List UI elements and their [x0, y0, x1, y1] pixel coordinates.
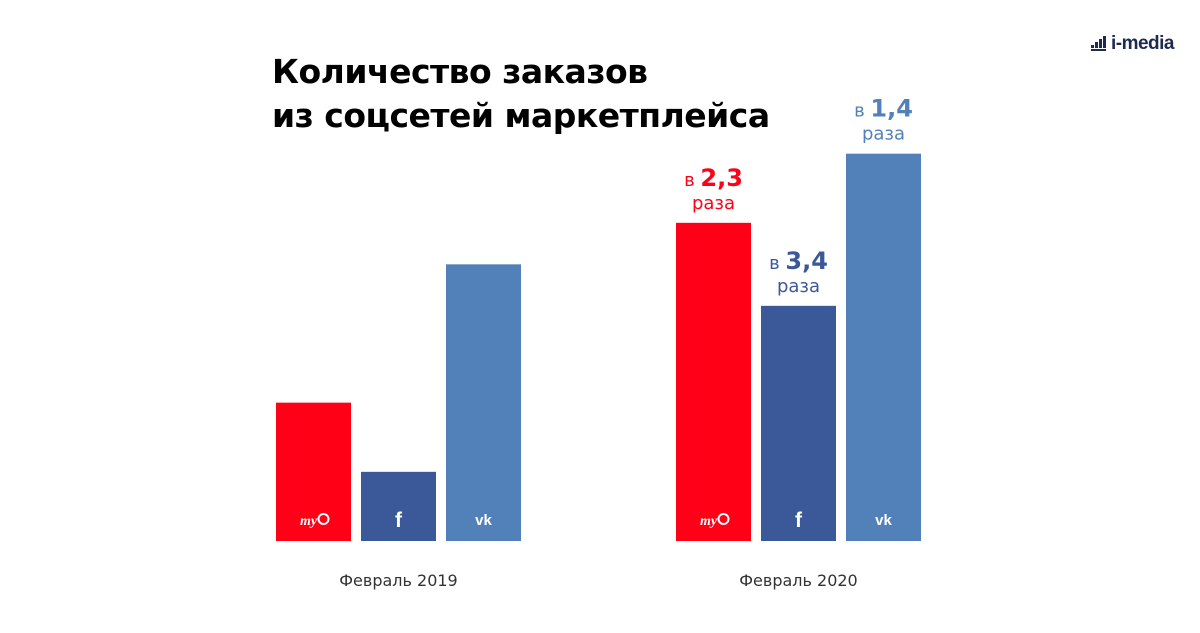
mymail-ring	[317, 513, 330, 525]
mymail-glyph: my	[300, 514, 318, 529]
facebook-icon: f	[795, 509, 803, 532]
bar-facebook-0	[361, 471, 436, 541]
annotation-multiplier: 1,4	[870, 95, 913, 123]
vk-glyph: vk	[475, 512, 492, 529]
title-line-2: из соцсетей маркетплейса	[272, 96, 770, 135]
mymail-icon: my	[300, 513, 330, 529]
facebook-glyph: f	[395, 509, 403, 532]
mymail-glyph: my	[700, 514, 718, 529]
mymail-icon: my	[700, 513, 730, 529]
category-label: Февраль 2020	[739, 571, 857, 590]
chart-title: Количество заказов из соцсетей маркетпле…	[272, 50, 770, 138]
bar-mymail-1	[676, 222, 751, 542]
bar-vk-0	[446, 264, 521, 541]
vk-glyph: vk	[875, 512, 892, 529]
bar-vk-1	[846, 153, 921, 541]
vk-icon: vk	[875, 512, 892, 529]
category-label: Февраль 2019	[339, 571, 457, 590]
annotation-value: в 3,4	[769, 247, 828, 275]
annotation-value: в 1,4	[854, 95, 913, 123]
bar-mymail-0	[276, 402, 351, 541]
annotation-value: в 2,3	[684, 164, 743, 192]
facebook-glyph: f	[795, 509, 803, 532]
annotation-multiplier: 2,3	[700, 164, 743, 192]
annotation-prefix: в	[769, 253, 785, 274]
vk-icon: vk	[475, 512, 492, 529]
annotation-prefix: в	[684, 170, 700, 191]
mymail-ring	[717, 513, 730, 525]
facebook-icon: f	[395, 509, 403, 532]
logo-text: i-media	[1110, 33, 1175, 54]
annotation-multiplier: 3,4	[785, 247, 828, 275]
title-line-1: Количество заказов	[272, 52, 648, 91]
annotation-prefix: в	[854, 101, 870, 122]
brand-logo: i-media	[1090, 33, 1175, 55]
bar-facebook-1	[761, 305, 836, 541]
annotation-suffix: раза	[692, 193, 735, 214]
logo-mark-icon	[1090, 36, 1106, 51]
annotation-suffix: раза	[862, 124, 905, 145]
annotation-suffix: раза	[777, 276, 820, 297]
